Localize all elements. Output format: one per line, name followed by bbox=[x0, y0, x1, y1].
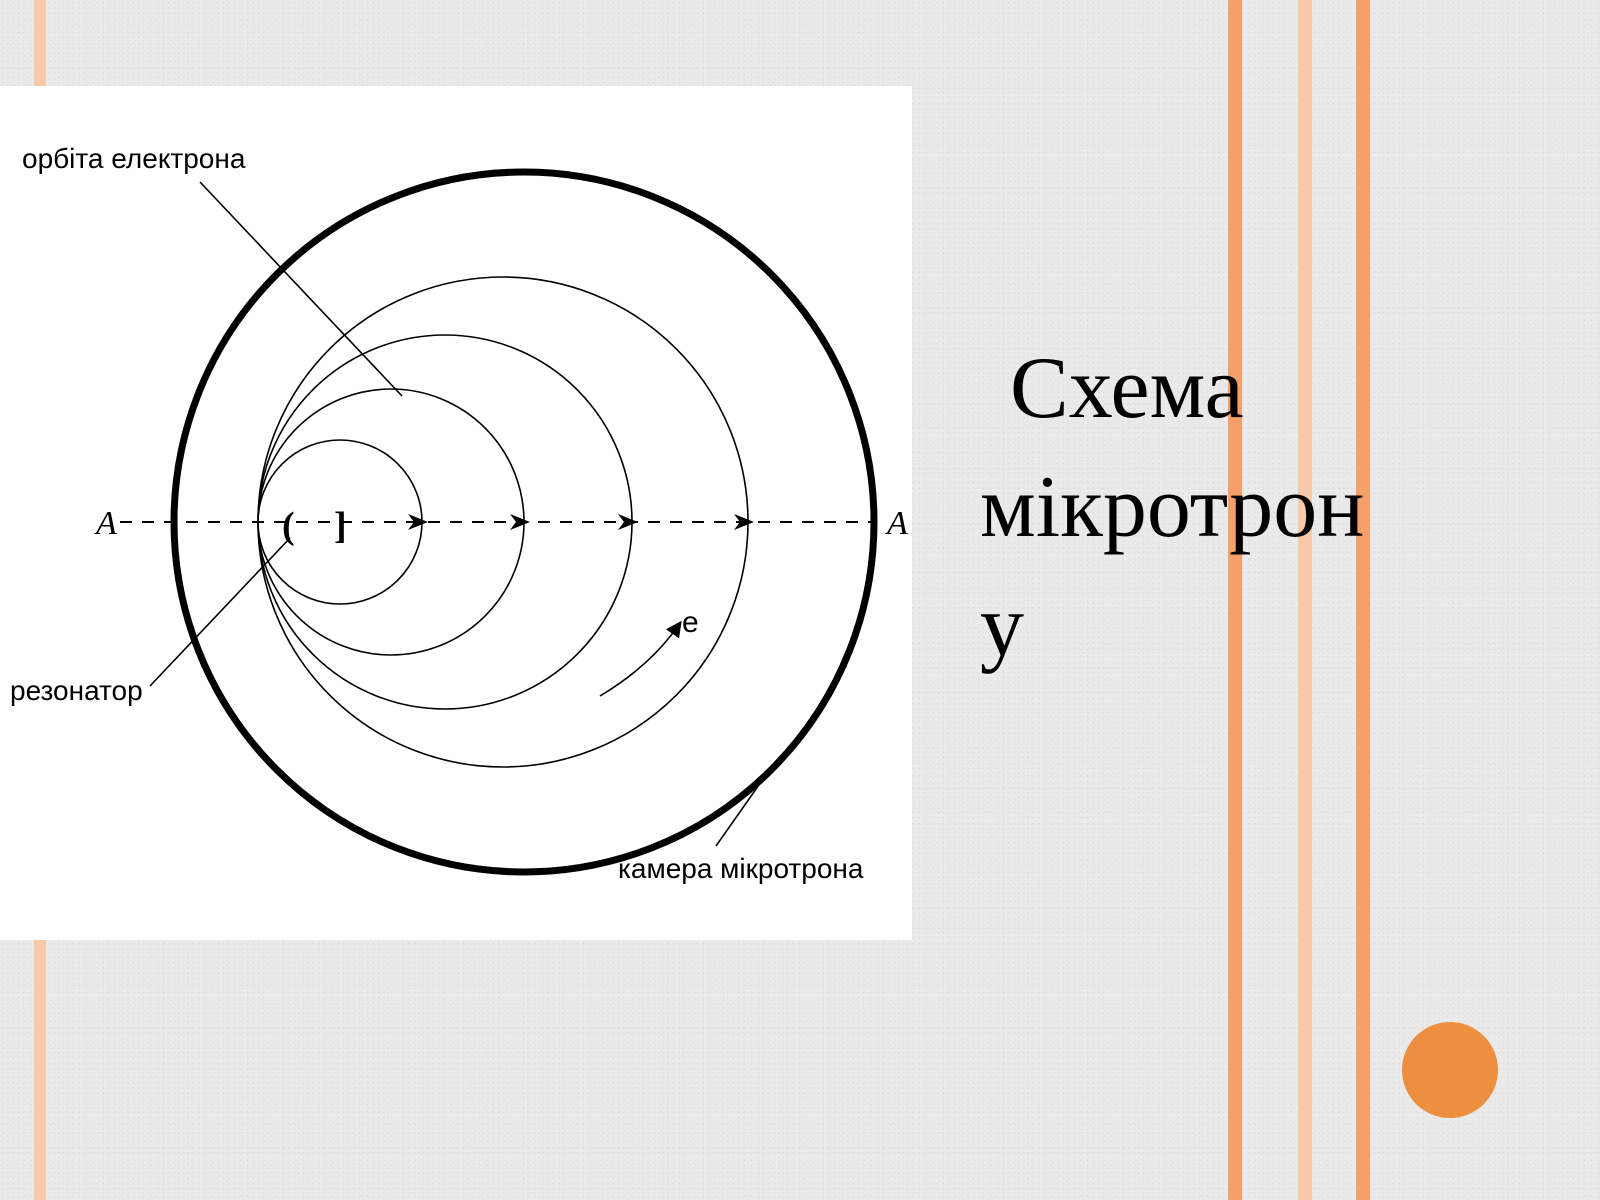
leader-resonator bbox=[150, 538, 290, 686]
leader-orbit bbox=[200, 182, 402, 396]
accent-circle-icon bbox=[1402, 1022, 1498, 1118]
title-line-1: Схема bbox=[980, 330, 1364, 449]
orbit-arrow-3 bbox=[618, 514, 638, 530]
resonator-bracket-right: ] bbox=[334, 505, 347, 547]
title-line-3: у bbox=[980, 568, 1364, 687]
electron-direction-arrow bbox=[600, 626, 678, 696]
axis-label-right: A bbox=[885, 505, 908, 542]
electron-label: e bbox=[682, 606, 699, 639]
microtron-diagram-svg: A A ( ] e bbox=[0, 86, 912, 940]
slide: Схема мікротрон у A A ( ] bbox=[0, 0, 1600, 1200]
label-chamber: камера мікротрона bbox=[618, 853, 864, 884]
label-resonator: резонатор bbox=[10, 675, 143, 706]
orbit-arrow-2 bbox=[510, 514, 530, 530]
microtron-diagram: A A ( ] e bbox=[0, 86, 912, 940]
label-orbit: орбіта електрона bbox=[22, 143, 246, 174]
title-line-2: мікротрон bbox=[980, 449, 1364, 568]
axis-label-left: A bbox=[94, 505, 117, 542]
slide-title: Схема мікротрон у bbox=[980, 330, 1364, 686]
orbit-3 bbox=[258, 335, 632, 709]
